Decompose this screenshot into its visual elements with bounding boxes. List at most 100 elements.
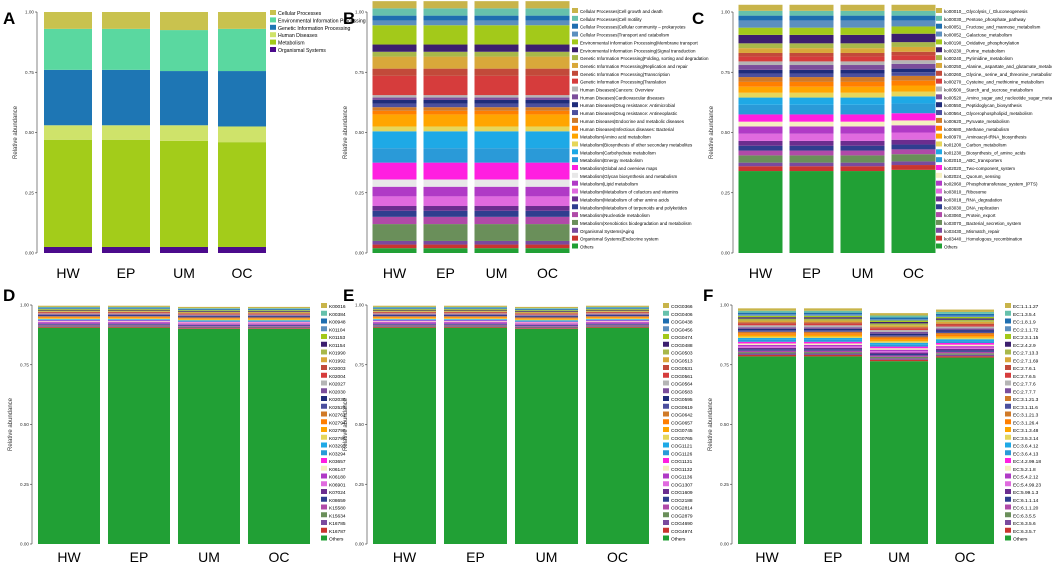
panel-f-legend-label: EC:2.7.13.3 [1013,351,1039,357]
panel-c-bar-segment [789,162,834,167]
panel-b-bar-segment [474,8,519,16]
panel-c-bar-segment [738,133,783,141]
panel-e-legend-label: COG1126 [671,451,693,457]
panel-c-bar-segment [840,81,885,87]
panel-c-legend-label: ko03440__Homologous_recombination [944,237,1023,242]
panel-c-bar-segment [738,155,783,163]
panel-f-bar-segment [738,341,796,344]
panel-b-bar-segment [525,1,570,9]
panel-e-bar-segment [586,313,649,315]
panel-f-bar-segment [936,354,994,357]
panel-b-ytick-label: 0.75 [355,70,364,75]
panel-b-bar-segment [423,196,468,207]
panel-e-bar-segment [586,305,649,307]
panel-d-legend-label: K02529 [329,405,346,411]
panel-c-bar-segment [891,72,936,76]
panel-e-legend-swatch [663,411,669,417]
panel-e-bar-segment [515,308,578,309]
panel-f-bar-segment [936,323,994,326]
panel-c-bar-segment [738,77,783,82]
panel-f-legend-label: EC:5.2.1.8 [1013,467,1036,473]
panel-c-bar-segment [789,150,834,156]
panel-c-legend-label: ko00250__Alanine,_aspartate_and_glutamat… [944,64,1052,69]
panel-d-bar-segment [108,321,170,322]
panel-e-legend-label: COG2879 [671,513,693,519]
panel-a-bar-segment [102,28,150,70]
panel-b-bar-segment [474,196,519,207]
panel-e-legend-swatch [663,365,669,370]
panel-c-bar-segment [738,145,783,151]
panel-b-legend-label: Cellular Processes|Cellular community – … [580,25,686,30]
panel-b-bar-segment [525,216,570,225]
panel-e-bar-segment [586,311,649,312]
panel-f-ytick-label: 0.75 [720,362,729,367]
panel-e-legend-swatch [663,450,669,456]
panel-f-bar-segment [870,332,928,334]
panel-f-bar-segment [804,330,862,332]
panel-f-legend-label: EC:6.3.5.7 [1013,529,1036,535]
panel-e-bar-segment [586,320,649,322]
panel-f-bar-segment [804,325,862,328]
panel-b-bar-segment [372,95,417,98]
panel-e-ytick-label: 1.00 [355,303,364,308]
panel-d-legend-label: K01154 [329,343,346,349]
panel-e-legend-swatch [663,465,669,471]
panel-c-bar-segment [789,104,834,115]
panel-d-bar-segment [248,313,310,314]
panel-e-legend-label: COG0513 [671,358,693,364]
panel-d-bar-segment [178,323,240,324]
panel-b-bar-segment [423,110,468,115]
panel-a-bar-segment [44,28,92,70]
panel-b-bar-segment [372,240,417,245]
panel-e-bar-segment [373,314,436,316]
panel-c-bar-segment [738,121,783,127]
panel-e-bar-segment [373,322,436,324]
panel-e-bar-segment [444,318,507,320]
panel-c-bar-segment [840,15,885,21]
panel-b-bar-segment [474,224,519,241]
panel-e-bar-segment [373,311,436,312]
panel-d-bar-segment [38,322,100,324]
panel-e-ytick-label: 0.75 [355,362,364,367]
panel-c-bar-segment [840,52,885,57]
panel-e-legend-label: COG1131 [671,459,693,465]
panel-a-bar-segment [218,246,266,253]
panel-d-legend-swatch [321,403,327,409]
panel-e-bar-segment [586,319,649,321]
panel-c-legend-label: ko01230__Biosynthesis_of_amino_acids [944,150,1026,155]
panel-e-bar-segment [586,308,649,310]
panel-b-bar-segment [372,162,417,180]
panel-d-bar-segment [178,328,240,544]
panel-d-legend-label: K00948 [329,320,346,326]
panel-b-legend-swatch [572,196,578,202]
panel-c-bar-segment [840,34,885,44]
panel-f-bar-segment [870,348,928,350]
panel-c-bar-segment [891,63,936,69]
panel-c-bar-segment [789,69,834,74]
panel-f-bar-segment [804,322,862,324]
panel-d-legend-swatch [321,419,327,425]
panel-d-legend-label: K02027 [329,382,346,388]
panel-d-bar-segment [178,313,240,314]
panel-b-bar-segment [423,1,468,9]
panel-c-legend-swatch [936,165,942,170]
panel-f-bar-segment [738,337,796,340]
panel-c-bar-segment [840,155,885,163]
panel-d-bar-segment [38,314,100,316]
panel-b-bar-segment [525,114,570,127]
panel-b-bar-segment [372,20,417,26]
panel-b-legend-label: Environmental Information Processing|Mem… [580,40,698,45]
panel-f-legend-label: EC:1.8.1.9 [1013,320,1036,326]
panel-b-bar-segment [423,126,468,132]
panel-b-bar-segment [525,162,570,180]
panel-d-bar-segment [108,323,170,325]
panel-c-bar-segment [738,27,783,35]
panel-b-legend-label: Metabolism|Metabolism of other amino aci… [580,197,670,202]
panel-e-legend-swatch [663,442,669,448]
panel-e-legend-swatch [663,380,669,386]
panel-c-xtick-label: UM [852,265,874,281]
panel-b-bar-segment [372,1,417,9]
panel-b-bar-segment [372,51,417,57]
panel-d-bar-segment [38,309,100,311]
panel-e-bar-segment [444,324,507,325]
